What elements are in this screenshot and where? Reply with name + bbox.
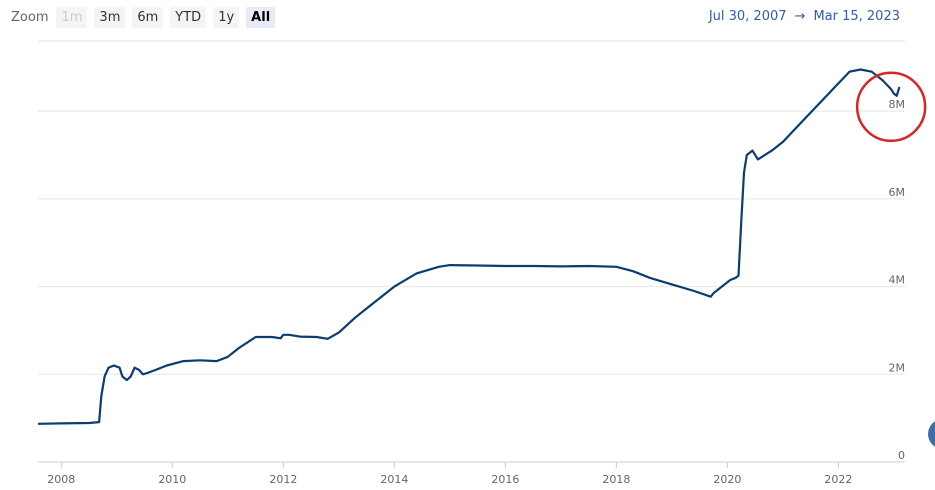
- series-line: [37, 68, 901, 425]
- zoom-3m-button[interactable]: 3m: [94, 6, 126, 28]
- y-tick-label: 2M: [889, 361, 906, 374]
- y-tick-label: 6M: [889, 186, 906, 199]
- chart-menu-button[interactable]: [928, 419, 935, 449]
- x-tick-label: 2020: [713, 473, 741, 486]
- y-tick-label: 4M: [889, 274, 906, 287]
- range-from-date[interactable]: Jul 30, 2007: [708, 9, 787, 24]
- x-tick-label: 2016: [491, 473, 519, 486]
- y-tick-label: 8M: [889, 98, 906, 111]
- zoom-label: Zoom: [11, 9, 49, 25]
- x-tick-label: 2022: [824, 473, 852, 486]
- x-tick-label: 2010: [158, 473, 186, 486]
- date-range-display: Jul 30, 2007 → Mar 15, 2023: [709, 9, 900, 24]
- zoom-1y-button[interactable]: 1y: [213, 6, 240, 28]
- x-tick-label: 2018: [602, 473, 630, 486]
- y-axis-ticks: 0 2M 4M 6M 8M: [889, 98, 906, 462]
- zoom-6m-button[interactable]: 6m: [132, 6, 164, 28]
- x-tick-label: 2008: [47, 473, 75, 486]
- range-selector: Zoom 1m 3m 6m YTD 1y All: [11, 6, 282, 28]
- zoom-1m-button[interactable]: 1m: [56, 6, 88, 28]
- x-axis-ticks: 2008 2010 2012 2014 2016 2018 2020 2022: [47, 462, 852, 486]
- zoom-ytd-button[interactable]: YTD: [170, 6, 207, 28]
- range-arrow-icon: →: [794, 9, 806, 24]
- annotation-circle: [855, 71, 927, 143]
- grid-lines: [38, 40, 905, 375]
- y-tick-label: 0: [898, 449, 905, 462]
- zoom-all-button[interactable]: All: [246, 6, 276, 28]
- x-tick-label: 2012: [269, 473, 297, 486]
- x-tick-label: 2014: [380, 473, 408, 486]
- range-to-date[interactable]: Mar 15, 2023: [813, 9, 900, 24]
